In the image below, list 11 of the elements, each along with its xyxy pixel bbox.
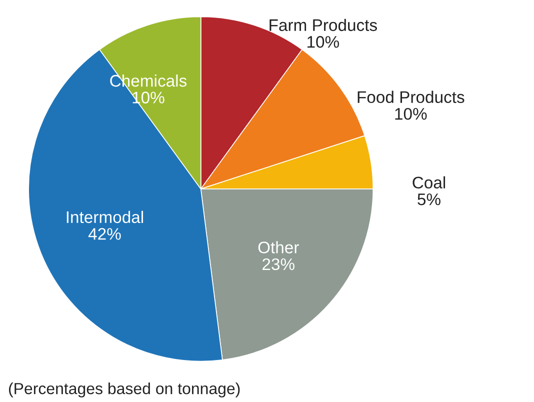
slice-label: Other (258, 241, 299, 254)
data-label: 10% (395, 108, 427, 120)
slice-label: Intermodal (66, 210, 143, 224)
slice-label: Coal (412, 176, 446, 189)
data-label: 42% (88, 228, 121, 240)
slice-label: Farm Products (270, 18, 377, 32)
data-label: 10% (308, 36, 340, 48)
data-label: 5% (418, 194, 440, 206)
text: (Percentages based on tonnage) (9, 382, 240, 398)
slice-label: Food Products (358, 90, 464, 104)
data-label: 23% (262, 258, 294, 270)
